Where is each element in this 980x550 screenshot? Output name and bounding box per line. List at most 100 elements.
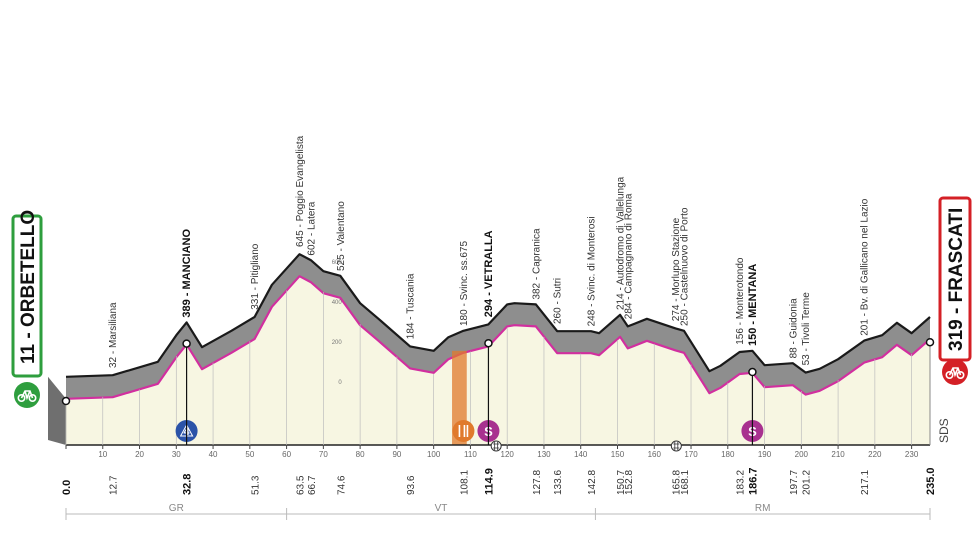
finish-flag-icon — [942, 359, 968, 385]
town-dot — [182, 339, 191, 348]
distance-label: 51.3 — [251, 475, 262, 495]
town-label: 248 - Svinc. di Monterosi — [587, 216, 598, 326]
km-tick-label: 230 — [905, 450, 919, 459]
altitude-tick-label: 600 — [332, 260, 343, 266]
profile-side — [48, 376, 66, 445]
feed-icon — [452, 420, 475, 442]
distance-label: 0.0 — [61, 480, 73, 495]
km-tick-label: 130 — [537, 450, 551, 459]
km-tick-label: 60 — [282, 450, 291, 459]
start-flag-icon — [14, 382, 40, 408]
town-label: 382 - Capranica — [531, 228, 542, 300]
altitude-tick-label: 200 — [332, 340, 343, 346]
town-label: 32 - Marsiliana — [108, 302, 119, 368]
distance-label: 186.7 — [747, 467, 759, 495]
distance-label: 127.8 — [532, 470, 543, 495]
km-tick-label: 90 — [392, 450, 401, 459]
town-label: 525 - Valentano — [336, 201, 347, 271]
distance-label: 142.8 — [587, 470, 598, 495]
town-label: 150 - MENTANA — [747, 264, 759, 346]
province-bar: GR VT RM — [65, 503, 931, 520]
km-tick-label: 20 — [135, 450, 144, 459]
start-badge-frame — [11, 214, 43, 378]
town-dot — [748, 367, 757, 377]
distance-label: 108.1 — [459, 470, 470, 495]
province-label: VT — [435, 503, 448, 514]
bicycle-icon — [17, 390, 37, 402]
distance-label: 183.2 — [736, 470, 747, 495]
town-label: 180 - Svinc. ss.675 — [459, 241, 470, 326]
town-label: 214 - Autodromo di Vallelunga — [616, 176, 627, 310]
km-tick-label: 80 — [356, 450, 365, 459]
start-dot — [61, 396, 71, 406]
km-tick-label: 40 — [209, 450, 218, 459]
km-tick-label: 160 — [648, 450, 662, 459]
km-tick-label: 10 — [98, 450, 107, 459]
town-label: 331 - Pitigliano — [250, 243, 261, 310]
km-tick-label: 210 — [831, 450, 845, 459]
finish-town-label: 319 - FRASCATI — [946, 208, 967, 351]
distance-label: 93.6 — [406, 475, 417, 495]
province-label: GR — [169, 503, 184, 514]
km-tick-label: 200 — [795, 450, 809, 459]
distance-label: 217.1 — [860, 470, 871, 495]
railway-crossing-icon — [490, 440, 502, 452]
distance-label: 152.8 — [624, 470, 635, 495]
km-tick-label: 150 — [611, 450, 625, 459]
town-label: 260 - Sutri — [553, 278, 564, 324]
km-tick-label: 190 — [758, 450, 772, 459]
town-label: 88 - Guidonia — [788, 298, 799, 358]
cutlery-icon — [458, 425, 469, 437]
km-tick-label: 70 — [319, 450, 328, 459]
distance-label: 32.8 — [182, 474, 194, 495]
railway-crossing-icon — [670, 440, 682, 452]
distance-label: 63.5 — [295, 475, 306, 495]
town-label: 389 - MANCIANO — [181, 229, 193, 318]
finish-dot — [925, 337, 935, 347]
distance-label: 168.1 — [680, 470, 691, 495]
distance-label: 235.0 — [925, 467, 937, 495]
town-label: 294 - VETRALLA — [483, 230, 495, 317]
crest-line — [65, 253, 931, 378]
rail-icon — [673, 442, 680, 450]
town-dot — [484, 338, 493, 348]
km-tick-label: 110 — [464, 450, 477, 459]
km-tick-label: 30 — [172, 450, 181, 459]
town-label: 602 - Latera — [307, 201, 318, 255]
km-tick-label: 140 — [574, 450, 588, 459]
distance-label: 74.6 — [336, 475, 347, 495]
town-label: 274 - Morlupo Stazione — [671, 217, 682, 321]
km-tick-label: 170 — [684, 450, 698, 459]
km-tick-label: 100 — [427, 450, 441, 459]
rail-icon — [493, 442, 500, 450]
town-label: 250 - Castelnuovo di Porto — [680, 207, 691, 326]
town-label: 184 - Tuscania — [406, 273, 417, 339]
altitude-tick-label: 0 — [338, 380, 342, 386]
elevation-profile: 600 400 200 0 — [48, 253, 931, 446]
km-tick-label: 120 — [501, 450, 515, 459]
distance-label: 201.2 — [802, 470, 813, 495]
distance-labels: 0.0 12.7 32.8 51.3 63.5 66.7 74.6 93.6 108.1 114.… — [61, 467, 937, 495]
distance-label: 150.7 — [616, 470, 627, 495]
town-label: 645 - Poggio Evangelista — [295, 135, 306, 247]
town-label: 53 - Tivoli Terme — [801, 292, 812, 366]
distance-label: 165.8 — [672, 470, 683, 495]
start-badge: 11 - ORBETELLO — [11, 210, 43, 408]
sds-logo: SDS — [937, 418, 951, 443]
distance-label: 12.7 — [109, 475, 120, 495]
town-label: 284 - Campagnano di Roma — [623, 193, 634, 319]
km-tick-label: 220 — [868, 450, 882, 459]
start-town-label: 11 - ORBETELLO — [18, 210, 39, 364]
bicycle-icon — [945, 367, 965, 379]
altitude-tick-label: 400 — [332, 300, 343, 306]
finish-badge: 319 - FRASCATI — [938, 196, 972, 385]
relief-band — [66, 254, 930, 399]
km-tick-label: 50 — [245, 450, 254, 459]
distance-label: 66.7 — [307, 475, 318, 495]
km-tick-label: 180 — [721, 450, 735, 459]
province-label: RM — [755, 503, 771, 514]
town-label: 201 - Bv. di Gallicano nel Lazio — [860, 198, 871, 336]
distance-label: 133.6 — [553, 470, 564, 495]
distance-label: 114.9 — [483, 468, 495, 495]
